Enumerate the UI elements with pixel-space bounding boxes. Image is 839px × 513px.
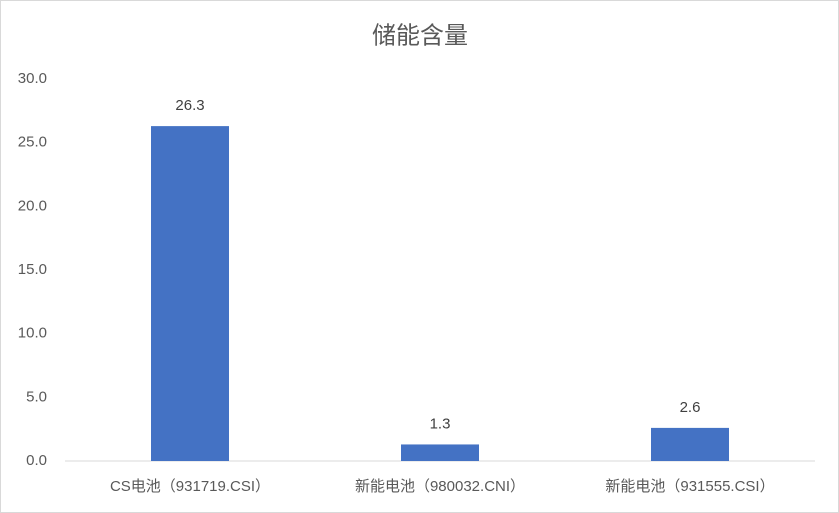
- chart-title: 储能含量: [372, 22, 468, 49]
- y-tick-label: 20.0: [18, 197, 47, 214]
- data-label: 1.3: [430, 415, 451, 432]
- bar: [151, 126, 229, 461]
- y-tick-label: 30.0: [18, 70, 47, 87]
- x-tick-label: 新能电池（931555.CSI）: [605, 478, 774, 495]
- x-tick-label: CS电池（931719.CSI）: [110, 478, 270, 495]
- y-tick-label: 25.0: [18, 134, 47, 151]
- y-tick-label: 5.0: [26, 388, 47, 405]
- data-label: 2.6: [680, 399, 701, 416]
- bar: [401, 444, 479, 461]
- x-tick-label: 新能电池（980032.CNI）: [355, 478, 525, 495]
- data-label: 26.3: [175, 97, 204, 114]
- bar: [651, 427, 729, 461]
- y-tick-label: 0.0: [26, 452, 47, 469]
- y-tick-label: 10.0: [18, 325, 47, 342]
- y-tick-label: 15.0: [18, 261, 47, 278]
